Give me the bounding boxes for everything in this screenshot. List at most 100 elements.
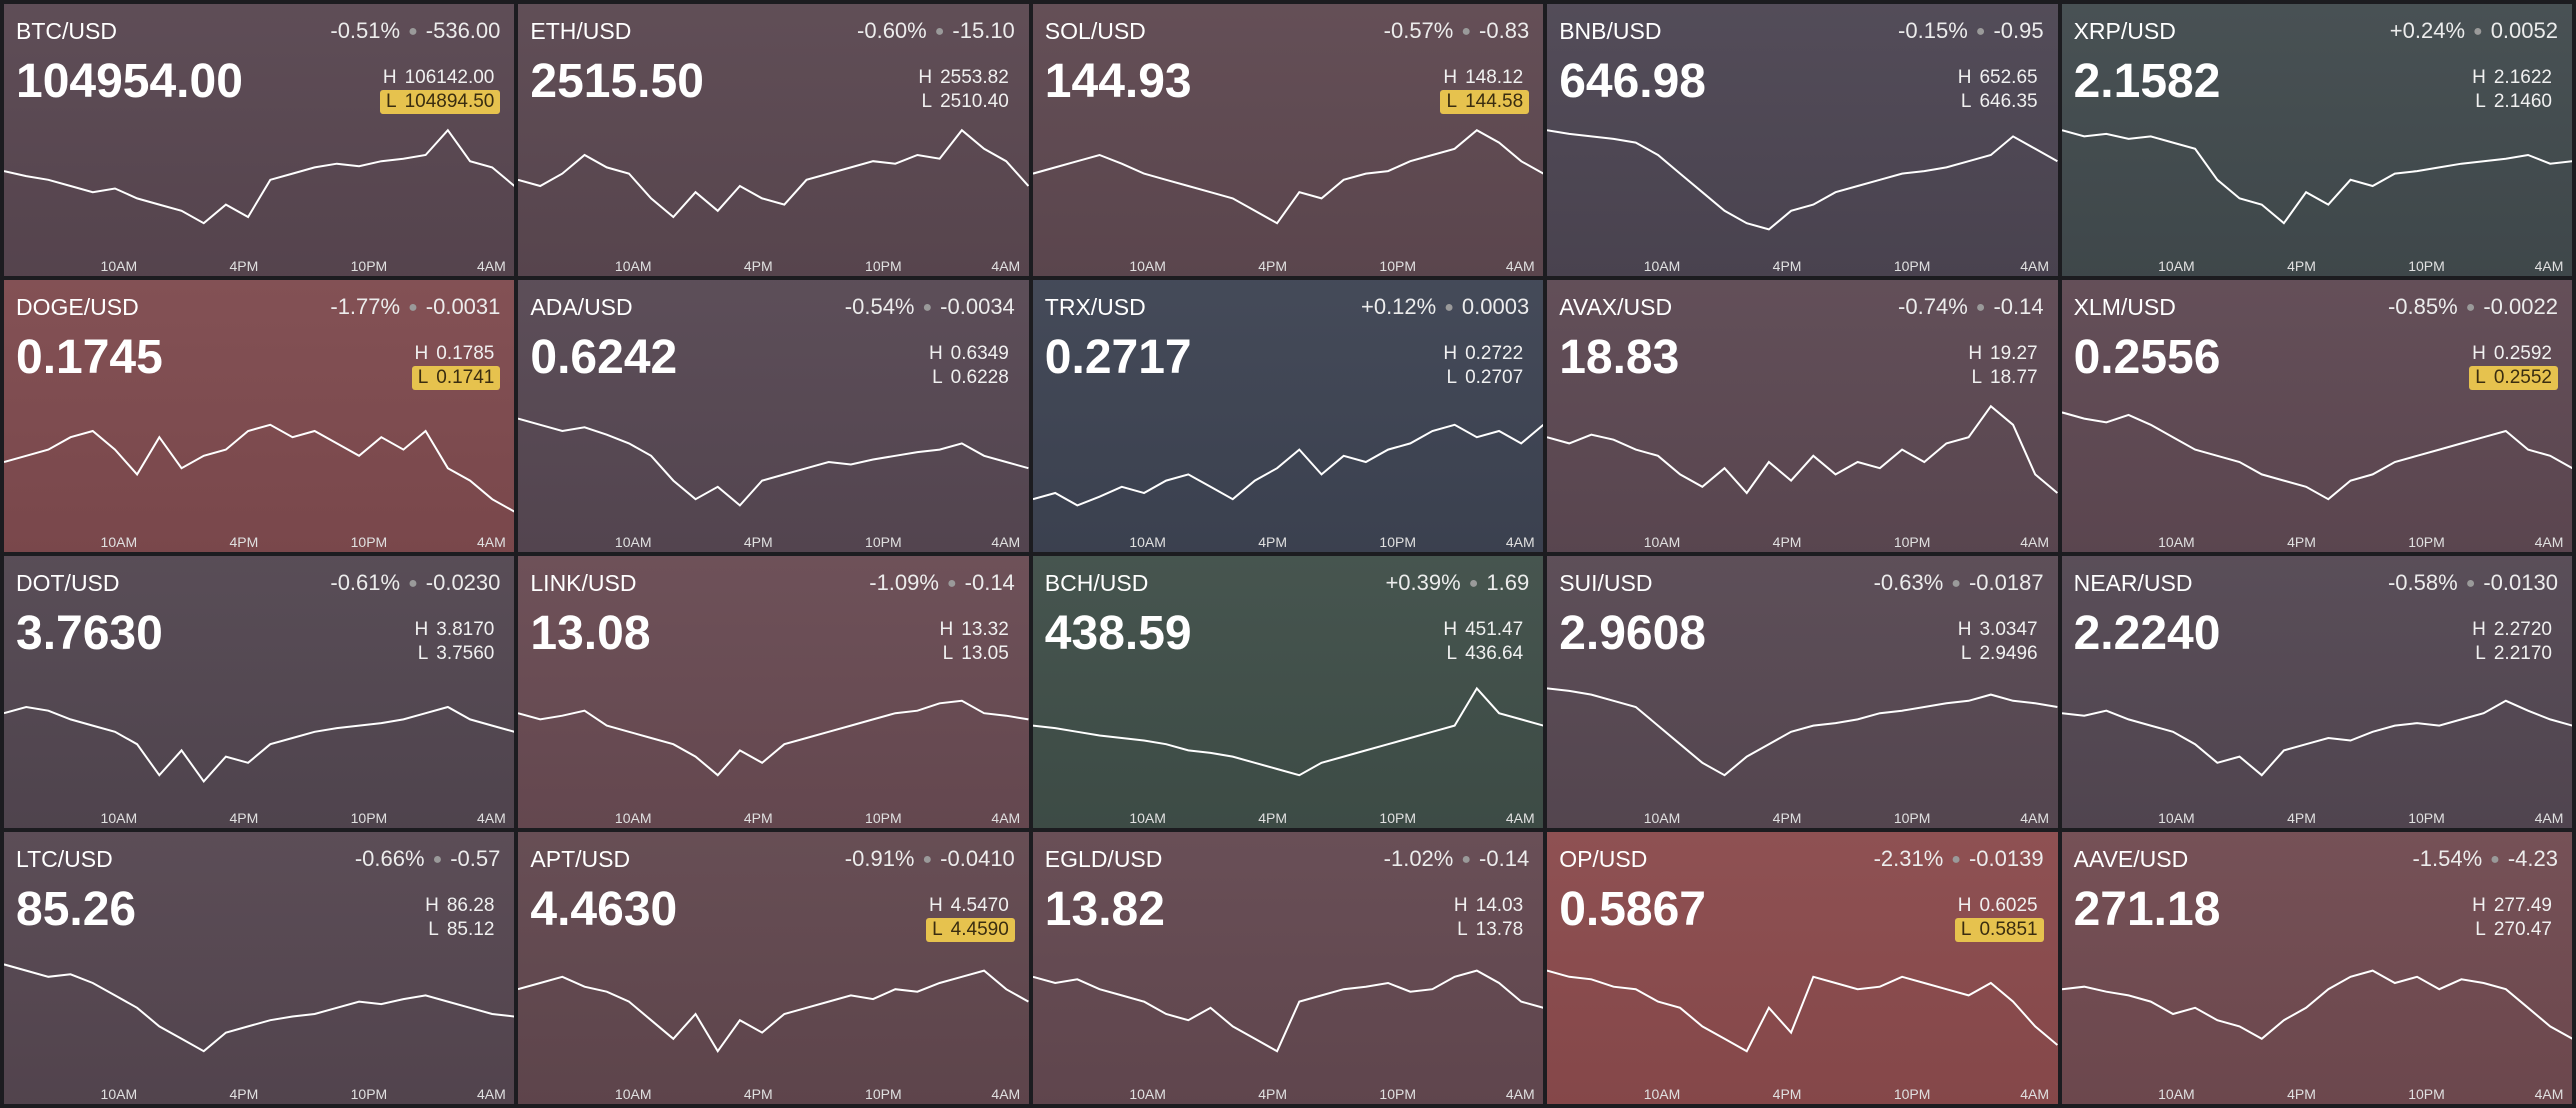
ticker-tile: ADA/USD -0.54% ● -0.0034 0.6242 H 0.6349 L 0.622… [518, 280, 1029, 552]
time-label: 4PM [2287, 534, 2316, 550]
time-label: 10PM [865, 258, 902, 274]
separator-dot: ● [1951, 851, 1961, 869]
price: 0.1745 [16, 331, 163, 384]
ticker-tile: EGLD/USD -1.02% ● -0.14 13.82 H 14.03 L 13.78 10A… [1032, 832, 1544, 1104]
high-value: 3.8170 [436, 619, 495, 640]
high-label: H [939, 619, 954, 640]
high-label: H [2472, 343, 2486, 364]
sparkline-path [4, 425, 514, 512]
change-value: -0.57 [450, 846, 501, 871]
change-value: -0.0130 [2483, 570, 2558, 595]
separator-dot: ● [1461, 851, 1472, 869]
ticker-tile: ETH/USD -0.60% ● -15.10 2515.50 H 2553.82 L 2510… [518, 4, 1029, 276]
change: -0.74% ● -0.14 [1898, 294, 2044, 320]
sparkline-path [1547, 688, 2057, 775]
time-label: 10PM [865, 534, 902, 550]
sparkline-path [518, 701, 1028, 775]
low-value: 0.5851 [1979, 919, 2038, 940]
low-label: L [1960, 91, 1972, 112]
low: L 3.7560 [412, 642, 501, 666]
time-label: 10AM [2158, 1086, 2195, 1102]
price: 13.08 [530, 607, 651, 660]
separator-dot: ● [1951, 575, 1961, 593]
change-value: 0.0003 [1461, 294, 1530, 319]
high-value: 0.6349 [950, 343, 1009, 364]
high: H 3.0347 [1952, 618, 2044, 642]
change-percent: -0.91% [844, 846, 915, 871]
low: L 0.2552 [2469, 366, 2558, 390]
change-value: -0.95 [1993, 18, 2044, 43]
low-label: L [385, 91, 397, 112]
price: 13.82 [1044, 883, 1165, 936]
time-label: 10PM [2408, 1086, 2445, 1102]
high: H 19.27 [1962, 342, 2043, 366]
time-label: 10AM [1129, 258, 1166, 274]
ticker-tile: BCH/USD +0.39% ● 1.69 438.59 H 451.47 L 436.64 10… [1032, 556, 1544, 828]
sparkline [518, 392, 1028, 532]
ticker-tile: XRP/USD +0.24% ● 0.0052 2.1582 H 2.1622 L 2.1460… [2061, 4, 2572, 276]
high-label: H [1443, 619, 1458, 640]
change: -0.61% ● -0.0230 [330, 570, 500, 596]
symbol: XRP/USD [2073, 18, 2176, 44]
time-label: 4AM [477, 534, 506, 550]
time-label: 10AM [2158, 810, 2195, 826]
change-percent: -0.63% [1873, 570, 1944, 595]
time-label: 10AM [100, 534, 138, 550]
price: 438.59 [1044, 607, 1192, 660]
symbol: TRX/USD [1044, 294, 1146, 320]
time-label: 4AM [2020, 1086, 2050, 1102]
change: -0.60% ● -15.10 [857, 18, 1015, 44]
low-label: L [2475, 919, 2486, 940]
change-percent: -0.60% [857, 18, 927, 43]
low-label: L [2475, 643, 2486, 664]
change-value: -0.0022 [2483, 294, 2558, 319]
separator-dot: ● [2465, 299, 2476, 317]
low-label: L [932, 367, 943, 388]
sparkline-path [518, 971, 1028, 1052]
ticker-tile: LTC/USD -0.66% ● -0.57 85.26 H 86.28 L 85.12 10AM… [4, 832, 515, 1104]
time-label: 4PM [743, 1086, 773, 1102]
high-value: 86.28 [446, 895, 495, 916]
sparkline [2062, 392, 2572, 532]
low-value: 646.35 [1979, 91, 2038, 112]
change-percent: -1.09% [869, 570, 939, 595]
sparkline [4, 668, 514, 808]
ticker-tile: NEAR/USD -0.58% ● -0.0130 2.2240 H 2.2720 L 2.21… [2061, 556, 2572, 828]
price: 0.2556 [2073, 331, 2221, 384]
time-label: 4AM [2534, 1086, 2564, 1102]
low-label: L [1446, 367, 1458, 388]
sparkline [518, 668, 1028, 808]
sparkline-path [4, 707, 514, 781]
high-label: H [1443, 343, 1458, 364]
change-value: -0.83 [1479, 18, 1530, 43]
low-value: 18.77 [1990, 367, 2038, 388]
ticker-tile: OP/USD -2.31% ● -0.0139 0.5867 H 0.6025 L 0.5851… [1547, 832, 2058, 1104]
ticker-tile: LINK/USD -1.09% ● -0.14 13.08 H 13.32 L 13.05 10A… [518, 556, 1029, 828]
time-label: 4PM [1772, 534, 1802, 550]
time-label: 4AM [1505, 1086, 1535, 1102]
ticker-tile: SOL/USD -0.57% ● -0.83 144.93 H 148.12 L 144.58 1… [1032, 4, 1544, 276]
price: 2.9608 [1559, 607, 1706, 660]
sparkline-path [2062, 130, 2572, 223]
sparkline [4, 116, 514, 256]
high-value: 451.47 [1465, 619, 1524, 640]
change-value: -0.0410 [940, 846, 1015, 871]
time-label: 10PM [2408, 810, 2445, 826]
change-value: -0.14 [1993, 294, 2044, 319]
time-label: 4PM [2287, 258, 2316, 274]
time-label: 4PM [1772, 258, 1802, 274]
low-label: L [1960, 643, 1972, 664]
high-value: 2.2720 [2493, 619, 2552, 640]
time-label: 4AM [991, 258, 1021, 274]
ticker-tile: DOT/USD -0.61% ● -0.0230 3.7630 H 3.8170 L 3.756… [4, 556, 515, 828]
low-value: 4.4590 [950, 919, 1009, 940]
change-value: -536.00 [425, 18, 501, 43]
low: L 646.35 [1955, 90, 2044, 114]
time-label: 4AM [1505, 810, 1535, 826]
time-label: 4AM [2534, 534, 2564, 550]
change: -0.91% ● -0.0410 [845, 846, 1015, 872]
high-label: H [2472, 895, 2486, 916]
low-label: L [1971, 367, 1983, 388]
high: H 0.6025 [1952, 894, 2044, 918]
high-label: H [1957, 895, 1972, 916]
